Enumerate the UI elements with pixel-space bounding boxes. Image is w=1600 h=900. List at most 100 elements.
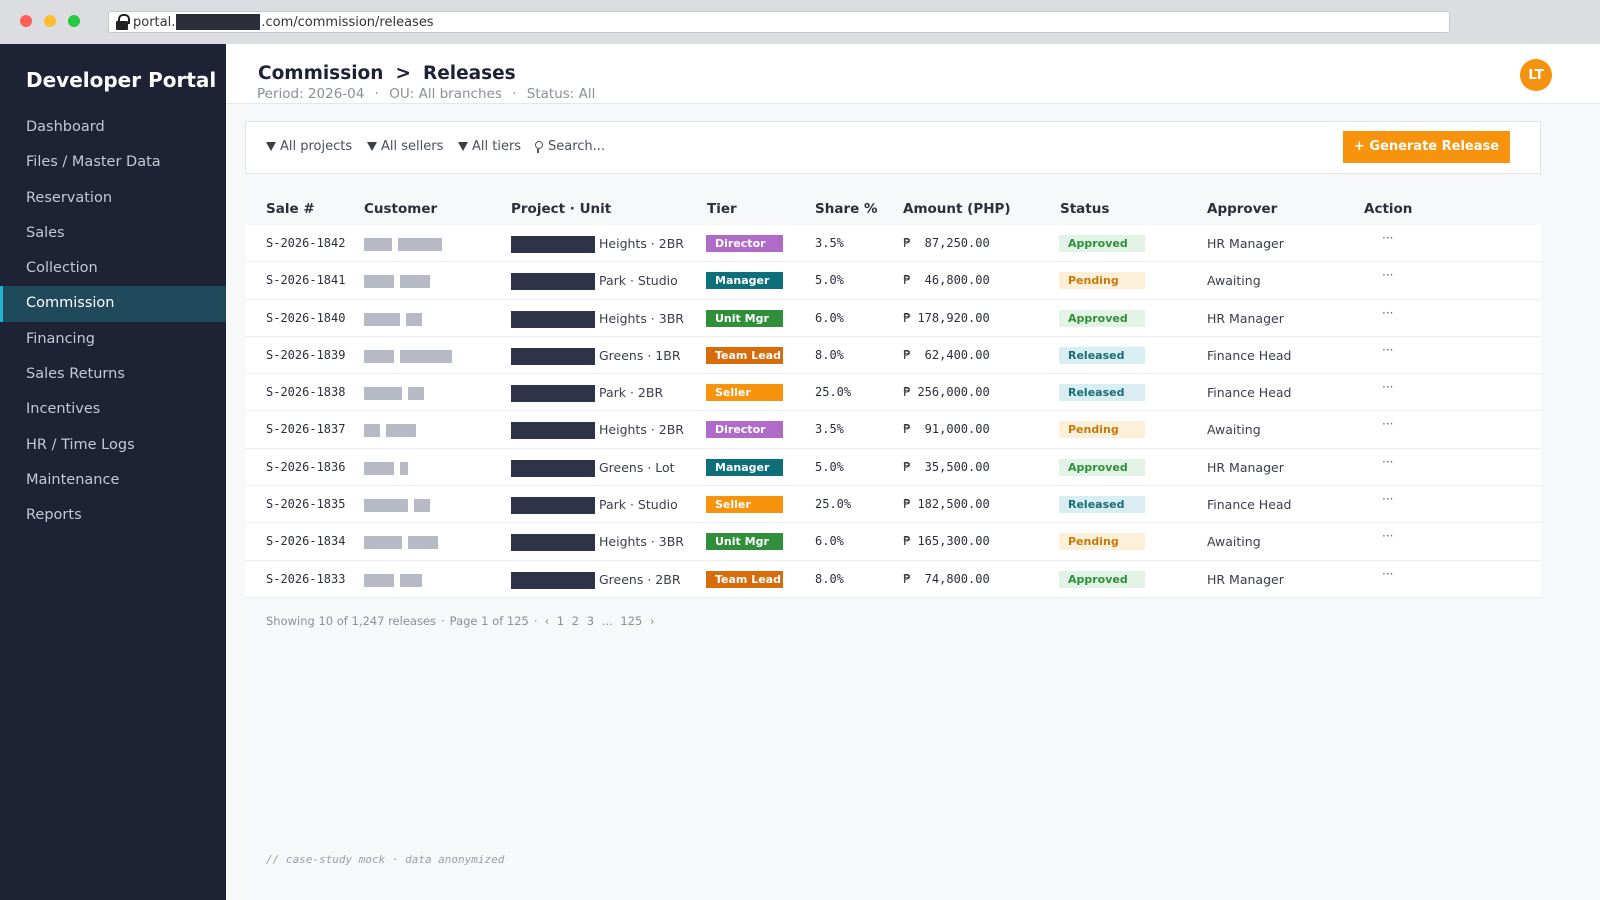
column-header-status[interactable]: Status (1060, 201, 1110, 217)
triangle-down-icon (458, 142, 468, 151)
window-close-button[interactable] (20, 15, 32, 27)
pagination-page-125[interactable]: 125 (620, 614, 643, 628)
column-header-amount[interactable]: Amount (PHP) (903, 201, 1011, 217)
column-header-approver[interactable]: Approver (1207, 201, 1278, 217)
sidebar-item-hr-time-logs[interactable]: HR / Time Logs (26, 436, 135, 453)
tier-badge: Manager (706, 272, 783, 290)
row-actions-button[interactable]: ··· (1382, 305, 1394, 320)
address-bar[interactable]: portal. .com/commission/releases (108, 11, 1450, 33)
sidebar-nav: Dashboard Files / Master Data Reservatio… (0, 110, 226, 534)
table-row[interactable]: S-2026-1837 Heights · 2BR Director 3.5% ₱ 91… (245, 411, 1541, 449)
pagination-prev-button[interactable]: ‹ (544, 614, 550, 628)
sidebar-item-dashboard[interactable]: Dashboard (26, 119, 105, 135)
redaction-block (364, 461, 394, 475)
amount: ₱ 74,800.00 (903, 571, 990, 586)
column-header-customer[interactable]: Customer (364, 201, 438, 217)
sale-number[interactable]: S-2026-1833 (266, 571, 346, 586)
row-actions-button[interactable]: ··· (1382, 231, 1394, 245)
page-context: Period: 2026-04 · OU: All branches · Sta… (257, 86, 595, 102)
tier-badge: Seller (706, 384, 783, 402)
approver: Finance Head (1207, 497, 1292, 513)
sale-number[interactable]: S-2026-1838 (266, 385, 346, 400)
row-actions-button[interactable]: ··· (1382, 454, 1394, 469)
pagination-page-3[interactable]: 3 (586, 614, 595, 628)
row-actions-button[interactable]: ··· (1382, 417, 1394, 432)
sellers-filter[interactable]: All sellers (367, 139, 443, 154)
column-header-project-unit[interactable]: Project · Unit (511, 201, 612, 217)
sale-number[interactable]: S-2026-1842 (266, 236, 346, 250)
tiers-filter[interactable]: All tiers (458, 139, 521, 154)
sale-number[interactable]: S-2026-1835 (266, 497, 346, 512)
project-redaction (511, 385, 595, 403)
avatar[interactable]: LT (1520, 59, 1552, 91)
tier-badge: Unit Mgr (706, 533, 783, 551)
pagination-page-2[interactable]: 2 (571, 614, 580, 628)
row-actions-button[interactable]: ··· (1382, 529, 1394, 544)
column-header-tier[interactable]: Tier (707, 201, 737, 217)
project-unit: Park · 2BR (511, 374, 663, 411)
row-actions-button[interactable]: ··· (1382, 492, 1394, 507)
approver: HR Manager (1207, 310, 1284, 326)
sidebar-item-collection[interactable]: Collection (26, 260, 98, 277)
sidebar-item-maintenance[interactable]: Maintenance (26, 471, 120, 488)
table-row[interactable]: S-2026-1838 Park · 2BR Seller 25.0% ₱ 256,00… (245, 374, 1541, 412)
amount: ₱ 256,000.00 (903, 385, 990, 400)
sidebar-item-files-master-data[interactable]: Files / Master Data (26, 154, 161, 171)
amount: ₱ 46,800.00 (903, 273, 990, 288)
pagination-page-1[interactable]: 1 (556, 614, 565, 628)
project-redaction (511, 571, 595, 589)
sale-number[interactable]: S-2026-1841 (266, 273, 346, 288)
approver: Awaiting (1207, 534, 1261, 550)
project-unit: Park · Studio (511, 486, 678, 523)
filter-bar: All projects All sellers All tiers Searc… (245, 121, 1541, 174)
project-redaction (511, 347, 595, 365)
row-actions-button[interactable]: ··· (1382, 380, 1394, 395)
sale-number[interactable]: S-2026-1836 (266, 459, 346, 474)
row-actions-button[interactable]: ··· (1382, 268, 1394, 283)
table-row[interactable]: S-2026-1842 Heights · 2BR Director 3.5% ₱ 87… (245, 225, 1541, 263)
pagination-next-button[interactable]: › (649, 614, 655, 628)
table-row[interactable]: S-2026-1840 Heights · 3BR Unit Mgr 6.0% ₱ 17… (245, 299, 1541, 337)
share-percent: 8.0% (815, 347, 844, 362)
sale-number[interactable]: S-2026-1839 (266, 347, 346, 362)
sidebar-item-reports[interactable]: Reports (26, 507, 82, 524)
window-minimize-button[interactable] (44, 15, 56, 27)
table-row[interactable]: S-2026-1833 Greens · 2BR Team Lead 8.0% ₱ 74… (245, 560, 1541, 598)
table-row[interactable]: S-2026-1841 Park · Studio Manager 5.0% ₱ 46,… (245, 262, 1541, 300)
search-placeholder: Search... (548, 139, 606, 154)
sale-number[interactable]: S-2026-1837 (266, 422, 346, 437)
sellers-filter-label: All sellers (381, 139, 444, 154)
row-actions-button[interactable]: ··· (1382, 566, 1394, 581)
project-unit: Heights · 2BR (511, 411, 684, 448)
column-header-share[interactable]: Share % (815, 201, 878, 217)
browser-chrome: portal. .com/commission/releases (0, 0, 1600, 44)
sidebar-item-sales-returns[interactable]: Sales Returns (26, 366, 125, 383)
table-row[interactable]: S-2026-1834 Heights · 3BR Unit Mgr 6.0% ₱ 16… (245, 523, 1541, 561)
redaction-block (400, 573, 422, 587)
sidebar-item-commission[interactable]: Commission (0, 286, 226, 322)
redaction-block (364, 536, 402, 550)
projects-filter[interactable]: All projects (266, 139, 352, 154)
share-percent: 25.0% (815, 385, 852, 400)
sidebar-item-reservation[interactable]: Reservation (26, 189, 113, 206)
sidebar-item-sales[interactable]: Sales (26, 224, 65, 241)
row-actions-button[interactable]: ··· (1382, 342, 1394, 357)
unit-label: Greens · 1BR (599, 347, 681, 363)
redaction-block (408, 536, 438, 550)
tier-badge: Unit Mgr (706, 309, 783, 327)
sidebar-item-financing[interactable]: Financing (26, 330, 95, 347)
project-unit: Heights · 3BR (511, 300, 684, 337)
sale-number[interactable]: S-2026-1840 (266, 310, 346, 325)
sidebar-item-incentives[interactable]: Incentives (26, 401, 101, 418)
column-header-sale[interactable]: Sale # (266, 201, 315, 217)
table-row[interactable]: S-2026-1835 Park · Studio Seller 25.0% ₱ 182… (245, 486, 1541, 524)
table-row[interactable]: S-2026-1839 Greens · 1BR Team Lead 8.0% ₱ 62… (245, 336, 1541, 375)
generate-release-button[interactable]: + Generate Release (1343, 131, 1510, 163)
redaction-block (406, 312, 422, 326)
redaction-block (400, 275, 430, 289)
breadcrumb-commission[interactable]: Commission (258, 63, 384, 84)
search-input[interactable]: Search... (535, 139, 605, 154)
sale-number[interactable]: S-2026-1834 (266, 534, 346, 549)
table-row[interactable]: S-2026-1836 Greens · Lot Manager 5.0% ₱ 35,5… (245, 448, 1541, 487)
window-maximize-button[interactable] (68, 15, 80, 27)
